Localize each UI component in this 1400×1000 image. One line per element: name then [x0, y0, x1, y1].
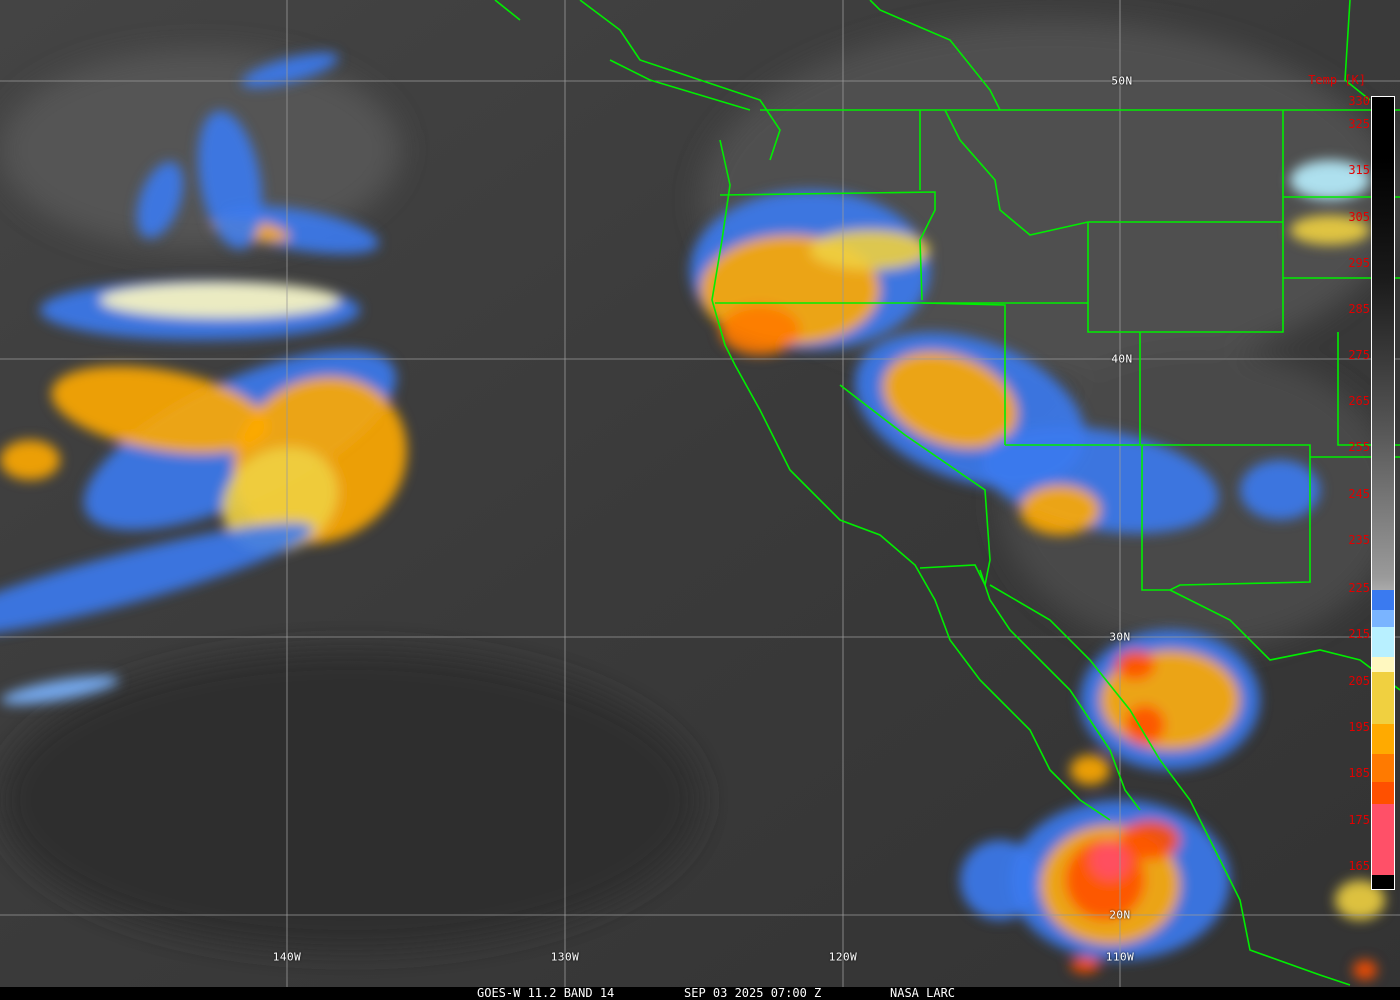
colorbar-tick-255: 255	[1348, 440, 1370, 454]
colorbar-tick-295: 295	[1348, 256, 1370, 270]
colorbar-tick-225: 225	[1348, 581, 1370, 595]
cloud-blob	[882, 351, 1018, 449]
colorbar-tick-175: 175	[1348, 813, 1370, 827]
lon-label-140w: 140W	[272, 950, 302, 964]
cloud-blob	[1070, 755, 1110, 785]
cloud-blob	[0, 675, 120, 705]
cloud-blob	[1125, 705, 1165, 745]
coastlines-and-borders	[494, 0, 1400, 986]
colorbar-tick-305: 305	[1348, 210, 1370, 224]
lat-label-30n: 30N	[1109, 630, 1131, 644]
cloud-blob	[1070, 957, 1100, 973]
lat-label-20n: 20N	[1109, 908, 1131, 922]
colorbar-tick-215: 215	[1348, 627, 1370, 641]
cloud-blob	[51, 366, 269, 454]
colorbar-tick-235: 235	[1348, 533, 1370, 547]
cloud-blob	[1020, 485, 1100, 535]
temperature-colorbar	[1371, 96, 1395, 890]
cloud-blob	[241, 52, 339, 88]
colorbar-tick-315: 315	[1348, 163, 1370, 177]
cloud-blob	[1290, 215, 1370, 245]
cloud-blob	[810, 230, 930, 270]
colorbar-tick-165: 165	[1348, 859, 1370, 873]
cloud-blob	[1335, 880, 1385, 920]
cloud-blob	[720, 305, 800, 355]
satellite-band-label: GOES-W 11.2 BAND 14	[477, 986, 615, 1000]
colorbar-tick-325: 325	[1348, 117, 1370, 131]
cloud-blob	[960, 840, 1040, 920]
cloud-blob	[0, 440, 60, 480]
colorbar-tick-185: 185	[1348, 766, 1370, 780]
cloud-blob	[198, 110, 262, 250]
colorbar-tick-265: 265	[1348, 394, 1370, 408]
cloud-blob	[1240, 460, 1320, 520]
colorbar-tick-275: 275	[1348, 348, 1370, 362]
colorbar-tick-195: 195	[1348, 720, 1370, 734]
lon-label-110w: 110W	[1105, 950, 1135, 964]
lon-label-120w: 120W	[828, 950, 858, 964]
cloud-blob	[100, 282, 340, 318]
cloud-blob	[1290, 160, 1370, 200]
cloud-blob	[1115, 650, 1155, 680]
cloud-blob	[1120, 820, 1180, 860]
colorbar-title: Temp [K]	[1308, 73, 1366, 87]
lat-label-40n: 40N	[1111, 352, 1133, 366]
colorbar-tick-205: 205	[1348, 674, 1370, 688]
datetime-label: SEP 03 2025 07:00 Z	[684, 986, 822, 1000]
colorbar-tick-245: 245	[1348, 487, 1370, 501]
cloud-blob	[136, 161, 184, 239]
lat-label-50n: 50N	[1111, 74, 1133, 88]
credit-label: NASA LARC	[890, 986, 956, 1000]
lon-label-130w: 130W	[550, 950, 580, 964]
cloud-blob	[0, 522, 314, 638]
cloud-tops	[0, 52, 1385, 980]
colorbar-tick-285: 285	[1348, 302, 1370, 316]
colorbar-tick-330: 330	[1348, 94, 1370, 108]
caption-bar: GOES-W 11.2 BAND 14 SEP 03 2025 07:00 Z …	[0, 987, 1400, 1000]
cloud-blob	[1353, 960, 1377, 980]
